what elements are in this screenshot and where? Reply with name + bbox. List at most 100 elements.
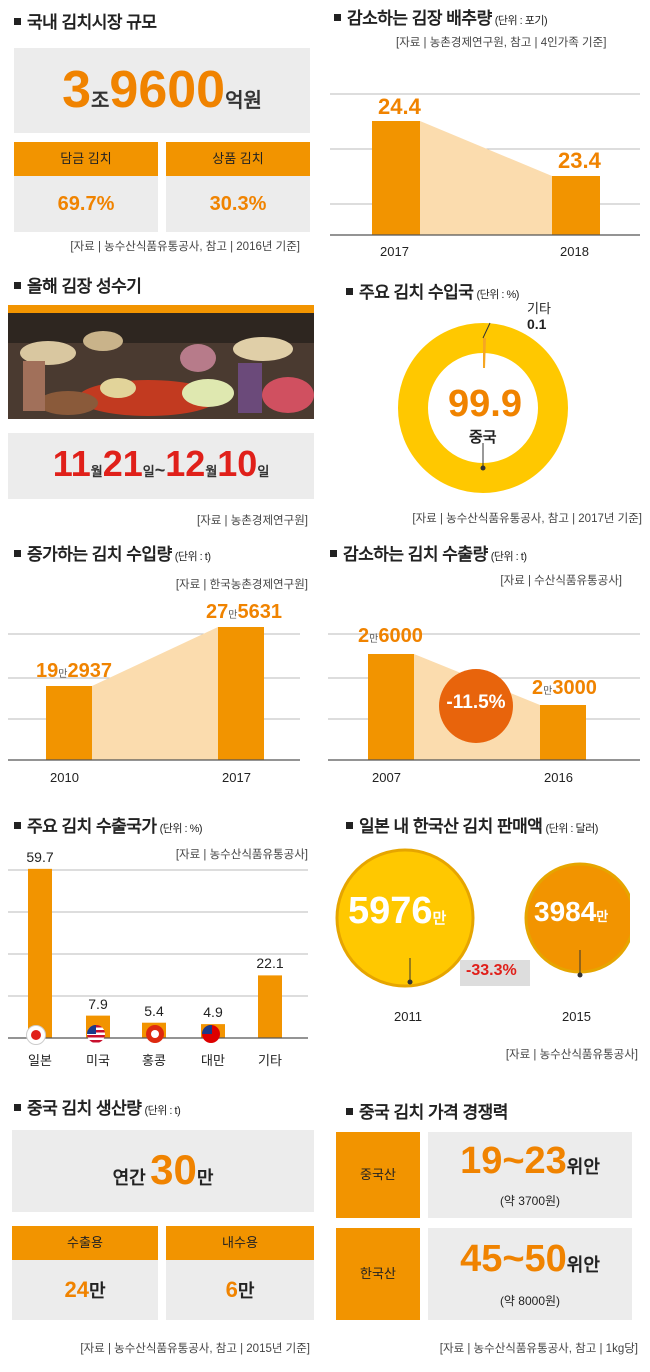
section-title: 증가하는 김치 수입량 (단위 : t) bbox=[14, 540, 211, 565]
trend-area bbox=[420, 121, 552, 235]
year-label: 2010 bbox=[50, 770, 79, 785]
bar-일본 bbox=[28, 868, 52, 1038]
bar-2017 bbox=[372, 121, 420, 235]
source-note: [자료 | 수산식품유통공사] bbox=[500, 575, 622, 587]
value-label: 4.9 bbox=[203, 1004, 223, 1021]
unit-label: (단위 : t) bbox=[144, 1105, 181, 1117]
kimjang-period-panel: 11월21일~12월10일 bbox=[8, 433, 314, 499]
country-label: 일본 bbox=[28, 1053, 52, 1068]
china-price-cell: 19~23위안 (약 3700원) bbox=[428, 1132, 632, 1218]
bar-label-2018: 23.4 bbox=[558, 148, 601, 173]
korea-price-value: 45~50 bbox=[460, 1238, 567, 1280]
production-value: 30 bbox=[150, 1146, 197, 1193]
country-label: 대만 bbox=[201, 1053, 225, 1068]
price-unit: 위안 bbox=[566, 1157, 600, 1177]
source-note: [자료 | 농촌경제연구원] bbox=[197, 515, 308, 527]
kimjang-photo bbox=[8, 313, 314, 419]
source-note: [자료 | 한국농촌경제연구원] bbox=[175, 579, 308, 591]
sales-change: -33.3% bbox=[466, 962, 517, 979]
bar-label-2017: 24.4 bbox=[378, 94, 421, 119]
import-volume-chart bbox=[8, 627, 300, 761]
homemade-kimchi-cell: 69.7% bbox=[14, 176, 158, 232]
price-unit: 위안 bbox=[566, 1255, 600, 1275]
section-title: 중국 김치 생산량 (단위 : t) bbox=[14, 1094, 181, 1119]
import-donut bbox=[398, 322, 568, 493]
usa-flag-icon bbox=[87, 1025, 105, 1043]
korea-price-cell: 45~50위안 (약 8000원) bbox=[428, 1228, 632, 1320]
domestic-use-value: 6 bbox=[225, 1277, 238, 1302]
change-circle bbox=[439, 669, 513, 743]
day-unit: 일 bbox=[257, 464, 270, 479]
bar-label-2010: 19만2937 bbox=[36, 660, 112, 682]
hongkong-flag-icon bbox=[146, 1025, 164, 1043]
production-panel: 연간 30만 bbox=[12, 1130, 314, 1212]
value-label: 59.7 bbox=[26, 848, 54, 865]
country-label: 미국 bbox=[86, 1053, 110, 1068]
bar-label-2017: 27만5631 bbox=[206, 601, 282, 623]
bar-2010 bbox=[46, 686, 92, 760]
china-price-label: 중국산 bbox=[336, 1132, 420, 1218]
homemade-kimchi-header: 담금 김치 bbox=[14, 142, 158, 176]
korea-price-krw: (약 8000원) bbox=[499, 1294, 561, 1308]
country-label: 기타 bbox=[258, 1053, 282, 1068]
section-title: 중국 김치 가격 경쟁력 bbox=[346, 1098, 508, 1123]
homemade-kimchi-value: 69.7% bbox=[57, 193, 115, 215]
china-label: 중국 bbox=[469, 429, 497, 446]
section-title: 올해 김장 성수기 bbox=[14, 272, 142, 297]
annual-label: 연간 bbox=[112, 1168, 146, 1188]
kimjang-photo-frame bbox=[8, 305, 314, 419]
market-size-billion: 9600 bbox=[109, 61, 226, 119]
other-label: 기타 bbox=[527, 301, 551, 316]
source-note: [자료 | 농촌경제연구원, 참고 | 4인가족 기준] bbox=[396, 37, 607, 49]
unit-billion: 억원 bbox=[225, 90, 262, 112]
market-size-trillion: 3 bbox=[62, 61, 91, 119]
unit-label: (단위 : t) bbox=[490, 551, 527, 563]
export-volume-chart bbox=[328, 633, 640, 761]
other-value: 0.1 bbox=[527, 316, 547, 332]
export-use-cell: 24만 bbox=[12, 1260, 158, 1320]
source-note: [자료 | 농수산식품유통공사, 참고 | 2017년 기준] bbox=[412, 513, 642, 525]
section-title: 일본 내 한국산 김치 판매액 (단위 : 달러) bbox=[346, 812, 598, 837]
section-title: 감소하는 김장 배추량 (단위 : 포기) bbox=[334, 4, 548, 29]
unit-trillion: 조 bbox=[91, 90, 110, 112]
source-note: [자료 | 농수산식품유통공사] bbox=[175, 849, 308, 861]
production-unit: 만 bbox=[196, 1168, 214, 1188]
year-label: 2016 bbox=[544, 770, 573, 785]
unit-label: (단위 : 포기) bbox=[494, 15, 548, 27]
market-size-panel: 3조9600억원 bbox=[14, 48, 310, 133]
china-price-krw: (약 3700원) bbox=[499, 1194, 561, 1208]
month-unit: 월 bbox=[90, 464, 103, 479]
store-kimchi-value: 30.3% bbox=[209, 193, 267, 215]
value-label: 7.9 bbox=[88, 995, 108, 1012]
month-unit: 월 bbox=[205, 464, 218, 479]
source-note: [자료 | 농수산식품유통공사, 참고 | 2016년 기준] bbox=[70, 241, 300, 253]
unit-label: (단위 : t) bbox=[174, 551, 211, 563]
year-label: 2017 bbox=[222, 770, 251, 785]
trend-area bbox=[92, 627, 218, 760]
export-country-chart bbox=[8, 868, 308, 1039]
year-label: 2017 bbox=[380, 244, 409, 259]
store-kimchi-header: 상품 김치 bbox=[166, 142, 310, 176]
start-month: 11 bbox=[52, 443, 91, 484]
end-day: 10 bbox=[217, 443, 258, 484]
taiwan-flag-icon bbox=[202, 1025, 220, 1043]
bar-2018 bbox=[552, 176, 600, 235]
bar-2017 bbox=[218, 627, 264, 760]
year-label: 2007 bbox=[372, 770, 401, 785]
bar-기타 bbox=[258, 975, 282, 1038]
change-value: -11.5% bbox=[446, 692, 506, 713]
cabbage-chart bbox=[330, 93, 640, 236]
section-title: 감소하는 김치 수출량 (단위 : t) bbox=[330, 540, 527, 565]
section-title: 주요 김치 수입국 (단위 : %) bbox=[346, 278, 519, 303]
section-title: 주요 김치 수출국가 (단위 : %) bbox=[14, 812, 203, 837]
year-label: 2011 bbox=[394, 1009, 422, 1024]
domestic-use-cell: 6만 bbox=[166, 1260, 314, 1320]
china-share-value: 99.9 bbox=[448, 383, 522, 425]
store-kimchi-cell: 30.3% bbox=[166, 176, 310, 232]
unit-label: (단위 : %) bbox=[159, 823, 203, 835]
domestic-use-unit: 만 bbox=[237, 1281, 255, 1301]
export-use-header: 수출용 bbox=[12, 1226, 158, 1260]
unit-label: (단위 : %) bbox=[476, 289, 519, 301]
china-price-value: 19~23 bbox=[460, 1140, 567, 1182]
export-use-unit: 만 bbox=[88, 1281, 106, 1301]
